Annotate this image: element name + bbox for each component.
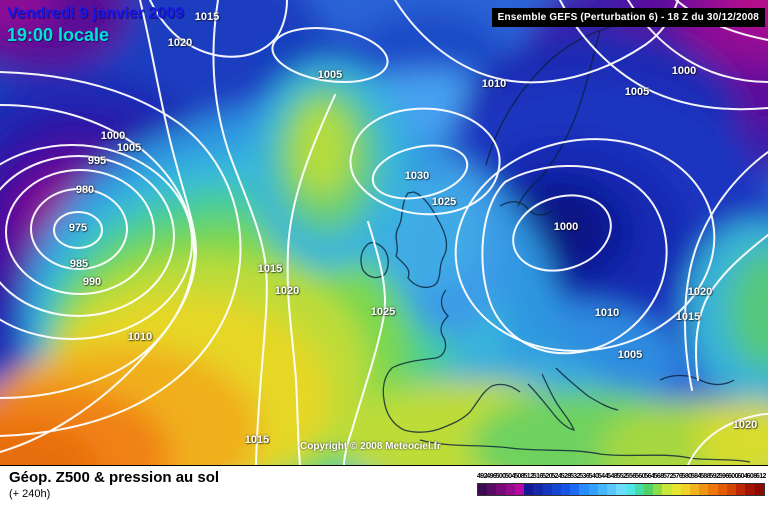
legend-swatch — [634, 484, 644, 495]
copyright-notice: Copyright © 2008 Meteociel.fr — [300, 441, 441, 452]
legend-value: 588 — [700, 473, 711, 480]
legend-value: 512 — [523, 473, 534, 480]
legend-swatch — [588, 484, 598, 495]
map-caption: Géop. Z500 & pression au sol (+ 240h) — [9, 469, 219, 500]
legend-swatch — [680, 484, 691, 495]
legend-value: 532 — [569, 473, 581, 480]
map-footer: Géop. Z500 & pression au sol (+ 240h) 49… — [0, 465, 768, 512]
legend-swatch — [708, 484, 718, 495]
legend-value: 536 — [579, 473, 590, 480]
legend-swatch — [524, 484, 534, 495]
legend-value: 592 — [709, 473, 720, 480]
legend-values-row: 492 496 500 504 508 512 516 520 524 528 532 536 540 5… — [477, 473, 767, 483]
z500-color-field — [0, 0, 768, 465]
legend-value: 508 — [514, 473, 525, 480]
legend-swatch — [487, 484, 497, 495]
legend-value: 500 — [495, 473, 507, 480]
legend-value: 600 — [728, 473, 739, 480]
forecast-datetime: Vendredi 9 janvier 2009 19:00 locale — [7, 4, 184, 47]
legend-value: 540 — [588, 473, 600, 480]
legend-swatch — [625, 484, 635, 495]
coastlines — [360, 23, 751, 463]
legend-value: 492 — [477, 473, 488, 480]
legend-value: 612 — [755, 473, 767, 480]
forecast-time: 19:00 locale — [7, 25, 110, 45]
legend-value: 516 — [532, 473, 544, 480]
legend-swatch — [478, 484, 488, 495]
legend-value: 548 — [607, 473, 618, 480]
legend-swatch — [745, 484, 755, 495]
legend-value: 580 — [681, 473, 693, 480]
legend-swatch — [597, 484, 608, 495]
map-title: Géop. Z500 & pression au sol — [9, 469, 220, 486]
legend-value: 544 — [597, 473, 609, 480]
legend-swatch — [690, 484, 700, 495]
legend-value: 576 — [672, 473, 683, 480]
model-run-info: Ensemble GEFS (Perturbation 6) - 18 Z du… — [491, 8, 765, 27]
legend-value: 560 — [635, 473, 646, 480]
legend-value: 556 — [625, 473, 637, 480]
legend-swatch — [514, 484, 525, 495]
geopotential-pressure-map — [0, 0, 768, 465]
legend-swatch — [662, 484, 672, 495]
legend-swatch — [717, 484, 727, 495]
legend-swatch — [671, 484, 681, 495]
legend-value: 572 — [662, 473, 674, 480]
legend-value: 528 — [560, 473, 572, 480]
legend-value: 564 — [644, 473, 655, 480]
legend-swatch — [736, 484, 746, 495]
legend-swatch — [653, 484, 663, 495]
forecast-date: Vendredi 9 janvier 2009 — [7, 5, 184, 22]
color-scale-legend: 492 496 500 504 508 512 516 520 524 528 532 536 540 5… — [477, 473, 767, 496]
legend-value: 596 — [718, 473, 730, 480]
legend-swatch — [643, 484, 654, 495]
legend-swatch — [699, 484, 709, 495]
legend-value: 496 — [486, 473, 497, 480]
legend-swatch — [496, 484, 506, 495]
legend-swatch — [505, 484, 515, 495]
legend-colorbar — [477, 483, 765, 496]
legend-value: 568 — [653, 473, 665, 480]
legend-swatch — [754, 484, 764, 495]
legend-value: 584 — [690, 473, 702, 480]
legend-value: 552 — [616, 473, 627, 480]
legend-swatch — [560, 484, 571, 495]
legend-value: 524 — [551, 473, 562, 480]
legend-swatch — [551, 484, 561, 495]
legend-swatch — [579, 484, 589, 495]
legend-value: 520 — [542, 473, 553, 480]
legend-swatch — [570, 484, 580, 495]
forecast-lead-time: (+ 240h) — [9, 488, 51, 500]
legend-swatch — [542, 484, 552, 495]
legend-value: 608 — [746, 473, 758, 480]
legend-value: 604 — [737, 473, 748, 480]
legend-swatch — [616, 484, 626, 495]
legend-value: 504 — [504, 473, 516, 480]
legend-swatch — [533, 484, 543, 495]
legend-swatch — [726, 484, 737, 495]
forecast-map: 1015 1020 1005 1010 1000 1005 1000 1005 995 980 97… — [0, 0, 768, 465]
legend-swatch — [607, 484, 617, 495]
